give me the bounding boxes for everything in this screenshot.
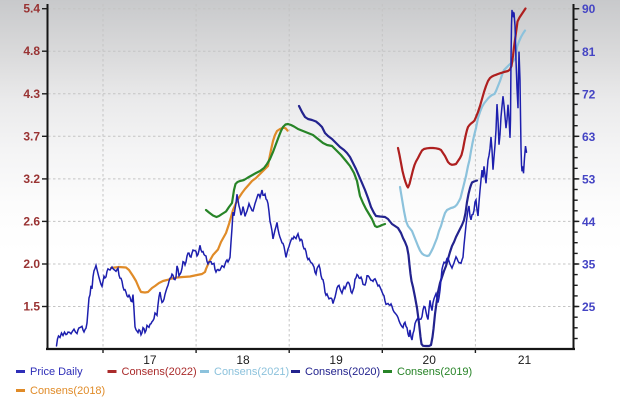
- svg-text:5.4: 5.4: [23, 2, 40, 16]
- svg-text:1.5: 1.5: [23, 300, 40, 314]
- svg-text:2.0: 2.0: [23, 257, 40, 271]
- svg-text:4.8: 4.8: [23, 44, 40, 58]
- svg-text:3.2: 3.2: [23, 172, 40, 186]
- svg-text:53: 53: [582, 172, 596, 186]
- svg-text:3.7: 3.7: [23, 129, 40, 143]
- svg-text:19: 19: [329, 353, 343, 367]
- svg-text:Consens(2021): Consens(2021): [214, 366, 289, 378]
- svg-text:20: 20: [423, 353, 437, 367]
- svg-text:35: 35: [582, 258, 596, 272]
- svg-text:Consens(2018): Consens(2018): [30, 385, 105, 397]
- svg-text:72: 72: [582, 87, 596, 101]
- svg-text:81: 81: [582, 45, 596, 59]
- svg-text:17: 17: [143, 353, 157, 367]
- svg-text:44: 44: [582, 215, 596, 229]
- svg-text:4.3: 4.3: [23, 87, 40, 101]
- svg-text:21: 21: [518, 353, 532, 367]
- svg-text:90: 90: [582, 2, 596, 16]
- svg-text:18: 18: [236, 353, 250, 367]
- svg-text:63: 63: [582, 130, 596, 144]
- svg-text:25: 25: [582, 300, 596, 314]
- svg-text:Consens(2020): Consens(2020): [305, 366, 380, 378]
- svg-text:2.6: 2.6: [23, 214, 40, 228]
- svg-text:Consens(2019): Consens(2019): [397, 366, 472, 378]
- svg-text:Price Daily: Price Daily: [30, 366, 83, 378]
- svg-text:Consens(2022): Consens(2022): [122, 366, 197, 378]
